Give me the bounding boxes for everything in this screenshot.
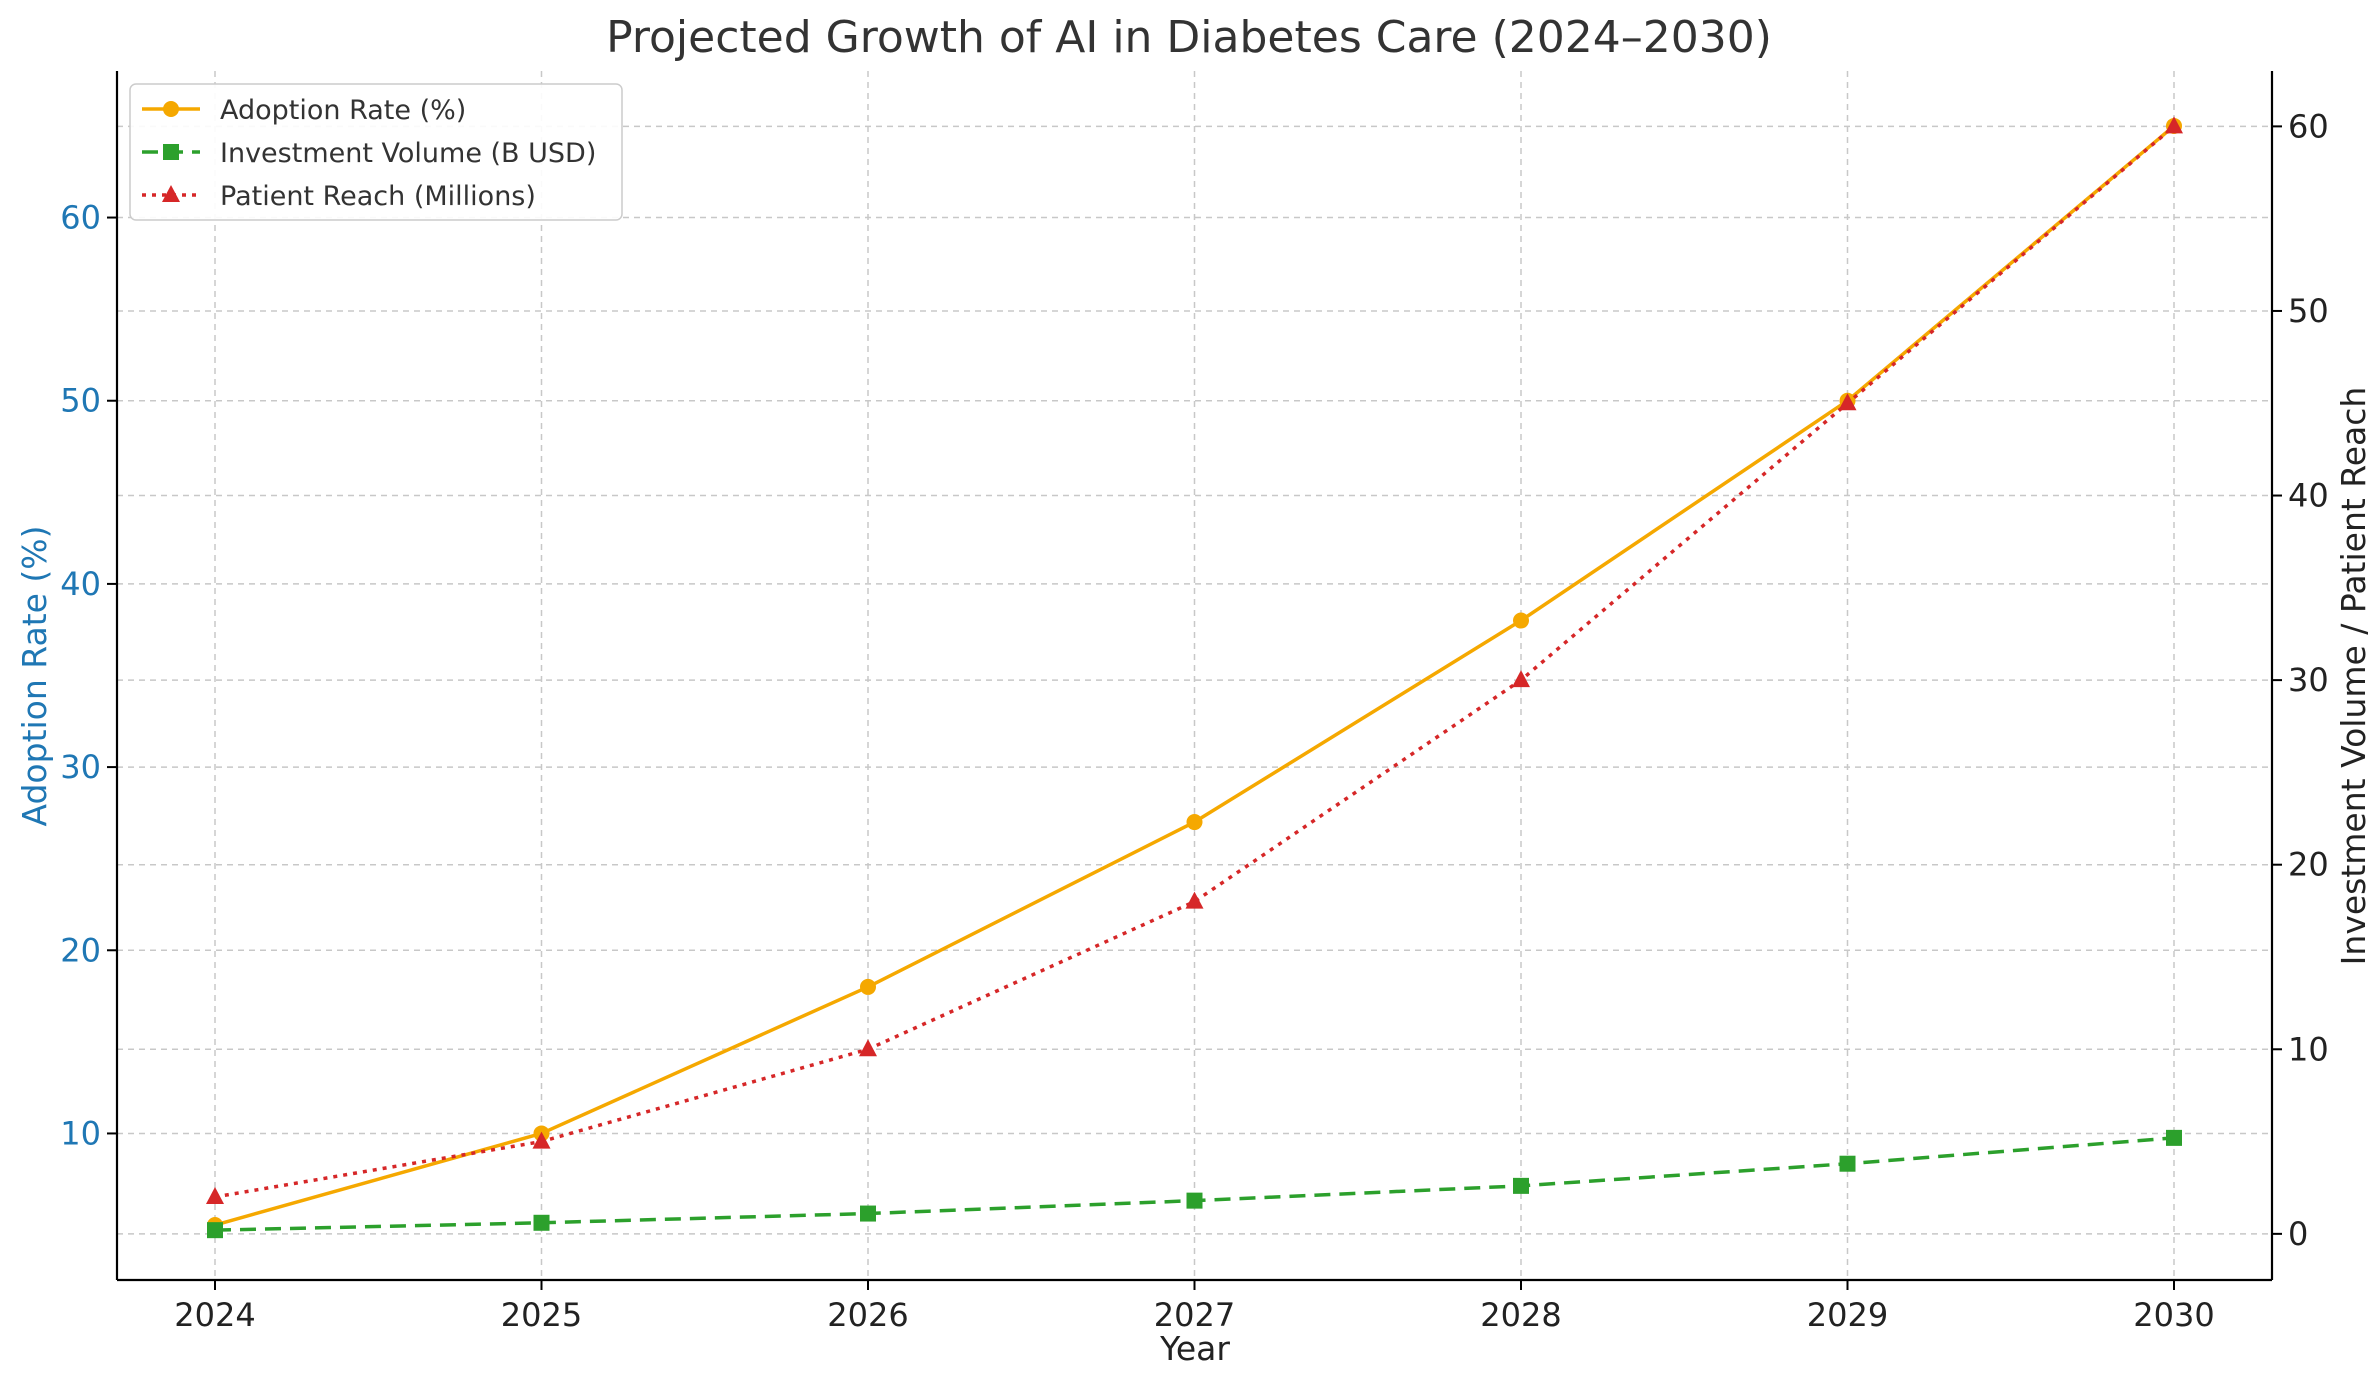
series-1-point [1839, 1155, 1856, 1172]
y-axis-left-title: Adoption Rate (%) [15, 525, 54, 826]
y-left-tick-label: 50 [60, 382, 101, 420]
series-2-point [1512, 670, 1530, 688]
y-right-tick-label: 10 [2288, 1030, 2329, 1068]
legend-swatch-marker-1 [163, 144, 179, 160]
series-1-point [2166, 1129, 2182, 1146]
series-2-point [2165, 116, 2183, 134]
x-tick-label: 2030 [2133, 1296, 2214, 1334]
series-1-point [207, 1222, 223, 1239]
series-1-point [860, 1205, 876, 1222]
legend: Adoption Rate (%) Investment Volume (B US… [129, 83, 623, 221]
legend-label-1: Investment Volume (B USD) [220, 138, 596, 169]
y-left-tick-label: 60 [60, 199, 101, 237]
legend-box [129, 83, 623, 221]
x-tick-label: 2028 [1480, 1296, 1561, 1334]
y-left-tick-label: 20 [60, 931, 101, 969]
y-axis-right-title: Investment Volume / Patient Reach [2334, 387, 2373, 966]
x-tick-label: 2029 [1807, 1296, 1888, 1334]
series-0-point [1513, 612, 1529, 629]
series-2-point [859, 1039, 877, 1057]
chart-title: Projected Growth of AI in Diabetes Care … [606, 12, 1772, 63]
series-2-point [1185, 891, 1204, 909]
axes: 2024 2025 2026 2027 2028 2029 2030102030405060… [60, 71, 2329, 1334]
y-right-tick-label: 0 [2288, 1215, 2308, 1253]
series-1-point [1186, 1192, 1203, 1209]
x-tick-label: 2024 [174, 1296, 255, 1334]
series-0-point [860, 978, 876, 995]
x-axis-title: Year [1159, 1329, 1230, 1368]
x-tick-label: 2026 [827, 1296, 908, 1334]
legend-swatch-marker-2 [162, 185, 180, 202]
legend-label-2: Patient Reach (Millions) [220, 181, 536, 212]
series-2-point [532, 1131, 551, 1149]
series-1-point [1513, 1177, 1529, 1194]
y-right-tick-label: 40 [2288, 477, 2329, 515]
legend-swatch-marker-0 [163, 101, 179, 117]
y-left-tick-label: 30 [60, 748, 101, 786]
y-left-tick-label: 40 [60, 565, 101, 603]
y-left-tick-label: 10 [60, 1114, 101, 1152]
y-right-tick-label: 30 [2288, 661, 2329, 699]
legend-label-0: Adoption Rate (%) [220, 95, 466, 126]
x-tick-label: 2025 [501, 1296, 582, 1334]
grid [117, 71, 2272, 1280]
y-right-tick-label: 50 [2288, 292, 2329, 330]
series-2-point [206, 1186, 224, 1204]
series-2-point [1838, 393, 1857, 411]
y-right-tick-label: 20 [2288, 846, 2329, 884]
series-1-point [533, 1214, 550, 1231]
y-right-tick-label: 60 [2288, 107, 2329, 145]
series-0-point [1186, 814, 1203, 831]
x-tick-label: 2027 [1154, 1296, 1235, 1334]
series-layer [206, 116, 2183, 1239]
